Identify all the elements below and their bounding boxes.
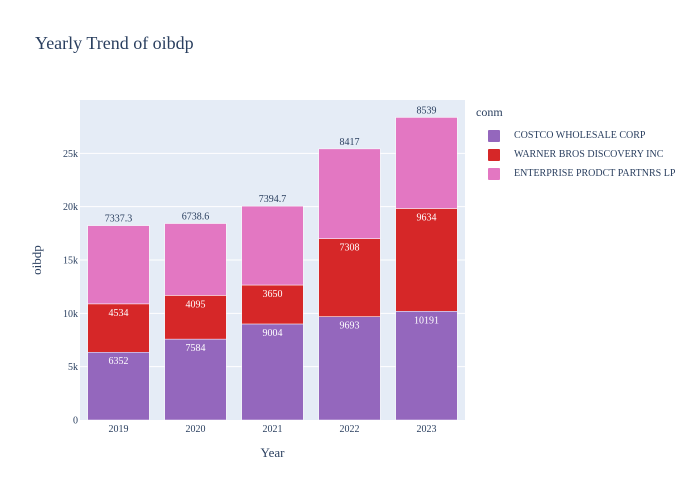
legend-item-warner[interactable]: WARNER BROS DISCOVERY INC (476, 145, 675, 164)
legend-swatch-enterprise (488, 167, 500, 180)
legend-label-warner: WARNER BROS DISCOVERY INC (514, 149, 664, 160)
bar-segment[interactable] (395, 311, 458, 421)
legend-swatch-warner (488, 148, 500, 161)
data-label: 8417 (340, 137, 360, 148)
data-label: 6352 (109, 356, 129, 367)
legend: conm COSTCO WHOLESALE CORP WARNER BROS D… (476, 105, 675, 183)
bar-segment[interactable] (395, 208, 458, 312)
bar-segment[interactable] (164, 223, 227, 296)
data-label: 8539 (417, 105, 437, 116)
data-label: 7308 (340, 243, 360, 254)
data-label: 6738.6 (182, 212, 210, 223)
x-tick-label: 2019 (109, 424, 129, 435)
y-tick-label: 20k (63, 202, 78, 213)
bar-segment[interactable] (87, 225, 150, 305)
legend-label-enterprise: ENTERPRISE PRODCT PARTNRS LP (514, 168, 676, 179)
x-axis-title: Year (261, 445, 286, 460)
y-tick-label: 0 (73, 416, 78, 427)
chart-title: Yearly Trend of oibdp (35, 33, 194, 53)
data-label: 7584 (186, 343, 206, 354)
bar-segment[interactable] (241, 284, 304, 325)
data-label: 9634 (417, 213, 437, 224)
legend-item-costco[interactable]: COSTCO WHOLESALE CORP (476, 126, 675, 145)
data-label: 3650 (263, 289, 283, 300)
y-axis-ticks: 0 5k 10k 15k 20k 25k (63, 149, 78, 427)
bar-segment[interactable] (241, 205, 304, 286)
data-label: 7337.3 (105, 214, 133, 225)
bar-segment[interactable] (164, 295, 227, 340)
bar-segment[interactable] (87, 303, 150, 353)
data-label: 10191 (414, 315, 439, 326)
legend-label-costco: COSTCO WHOLESALE CORP (514, 130, 646, 141)
x-axis-ticks: 2019 2020 2021 2022 2023 (109, 424, 437, 435)
y-tick-label: 15k (63, 256, 78, 267)
bar-segment[interactable] (241, 323, 304, 421)
bar-segment[interactable] (87, 351, 150, 421)
y-tick-label: 25k (63, 149, 78, 160)
data-label: 7394.7 (259, 194, 287, 205)
legend-title: conm (476, 105, 503, 119)
data-label: 9693 (340, 321, 360, 332)
legend-item-enterprise[interactable]: ENTERPRISE PRODCT PARTNRS LP (476, 164, 675, 183)
x-tick-label: 2021 (263, 424, 283, 435)
data-label: 4534 (109, 308, 129, 319)
bars: 6352 4534 7337.3 7584 4095 6738.6 9004 3650 7394… (87, 105, 458, 421)
x-tick-label: 2023 (417, 424, 437, 435)
data-label: 9004 (263, 328, 283, 339)
data-label: 4095 (186, 299, 206, 310)
bar-segment[interactable] (395, 117, 458, 209)
x-tick-label: 2022 (340, 424, 360, 435)
bar-segment[interactable] (318, 148, 381, 239)
bar-segment[interactable] (164, 338, 227, 421)
y-tick-label: 10k (63, 309, 78, 320)
legend-swatch-costco (488, 129, 500, 142)
x-tick-label: 2020 (186, 424, 206, 435)
y-tick-label: 5k (68, 362, 78, 373)
y-axis-title: oibdp (29, 245, 44, 275)
bar-segment[interactable] (318, 316, 381, 421)
